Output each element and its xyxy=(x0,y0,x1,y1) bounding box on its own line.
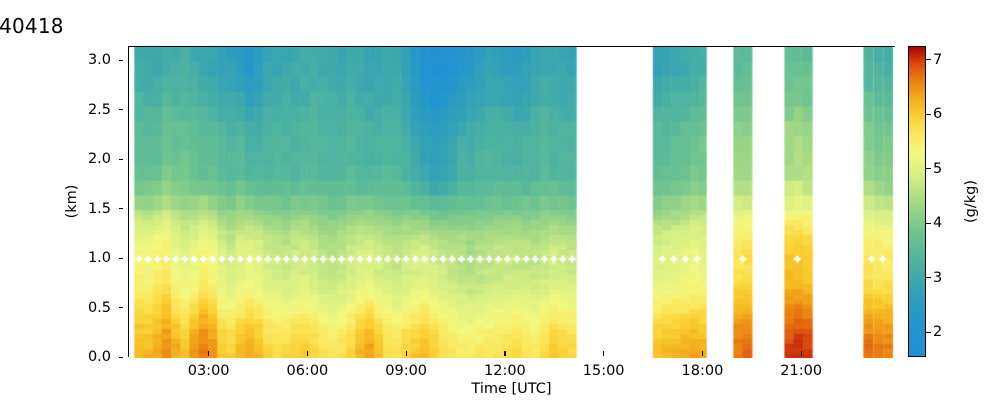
x-tick-label: 15:00 xyxy=(582,363,625,379)
colorbar-tick-mark xyxy=(926,222,931,224)
x-tick-mark xyxy=(603,351,605,356)
colorbar-tick-mark xyxy=(926,277,931,279)
y-tick-mark xyxy=(118,356,123,358)
colorbar-tick-mark xyxy=(926,168,931,170)
colorbar-tick-label: 5 xyxy=(933,160,943,177)
y-tick-mark xyxy=(118,109,123,111)
y-tick-mark xyxy=(118,257,123,259)
y-tick-label: 1.5 xyxy=(87,200,111,217)
y-tick-label: 2.0 xyxy=(87,151,111,168)
x-tick-label: 03:00 xyxy=(187,363,230,379)
x-tick-mark xyxy=(208,351,210,356)
colorbar-gradient xyxy=(908,46,926,357)
plot-title-text: 20240418 xyxy=(0,14,64,38)
colorbar-label: (g/kg) xyxy=(963,180,979,224)
heatmap-image[interactable] xyxy=(129,47,896,358)
page-title: 20240418 xyxy=(0,14,1000,38)
heatmap-axes[interactable] xyxy=(128,46,896,358)
y-axis-ticks: 0.0 0.5 1.0 1.5 2.0 2.5 3.0 xyxy=(0,46,123,364)
x-tick-label: 21:00 xyxy=(780,363,823,379)
colorbar-tick-mark xyxy=(926,59,931,61)
colorbar-tick-label: 2 xyxy=(933,324,943,341)
colorbar-tick-label: 7 xyxy=(933,51,943,68)
x-tick-label: 12:00 xyxy=(484,363,526,379)
x-tick-mark xyxy=(800,351,802,356)
x-axis-ticks: 03:00 06:00 09:00 12:00 15:00 18:00 21:00 xyxy=(128,351,895,384)
y-tick-label: 2.5 xyxy=(87,101,111,118)
x-tick-mark xyxy=(701,351,704,356)
colorbar-tick-label: 6 xyxy=(933,106,943,123)
y-tick-mark xyxy=(118,158,123,160)
y-tick-label: 0.0 xyxy=(87,349,111,365)
y-tick-label: 0.5 xyxy=(87,299,111,316)
y-tick-label: 3.0 xyxy=(87,52,111,69)
colorbar-tick-label: 4 xyxy=(933,215,943,232)
colorbar[interactable] xyxy=(908,46,926,357)
y-tick-label: 1.0 xyxy=(87,250,111,267)
y-tick-mark xyxy=(118,59,123,61)
x-tick-label: 06:00 xyxy=(286,363,329,379)
y-axis-label: (km) xyxy=(64,184,80,219)
x-tick-mark xyxy=(405,351,407,356)
x-tick-label: 18:00 xyxy=(681,363,724,379)
x-tick-mark xyxy=(504,351,506,356)
x-axis-label: Time [UTC] xyxy=(471,381,552,397)
y-tick-mark xyxy=(118,208,123,210)
colorbar-tick-label: 3 xyxy=(933,269,943,286)
colorbar-ticks: 2 3 4 5 6 7 xyxy=(908,46,998,357)
y-tick-mark xyxy=(118,307,123,309)
colorbar-tick-mark xyxy=(926,331,931,334)
colorbar-tick-mark xyxy=(926,113,931,115)
x-tick-mark xyxy=(306,351,308,356)
x-tick-label: 09:00 xyxy=(385,363,428,379)
